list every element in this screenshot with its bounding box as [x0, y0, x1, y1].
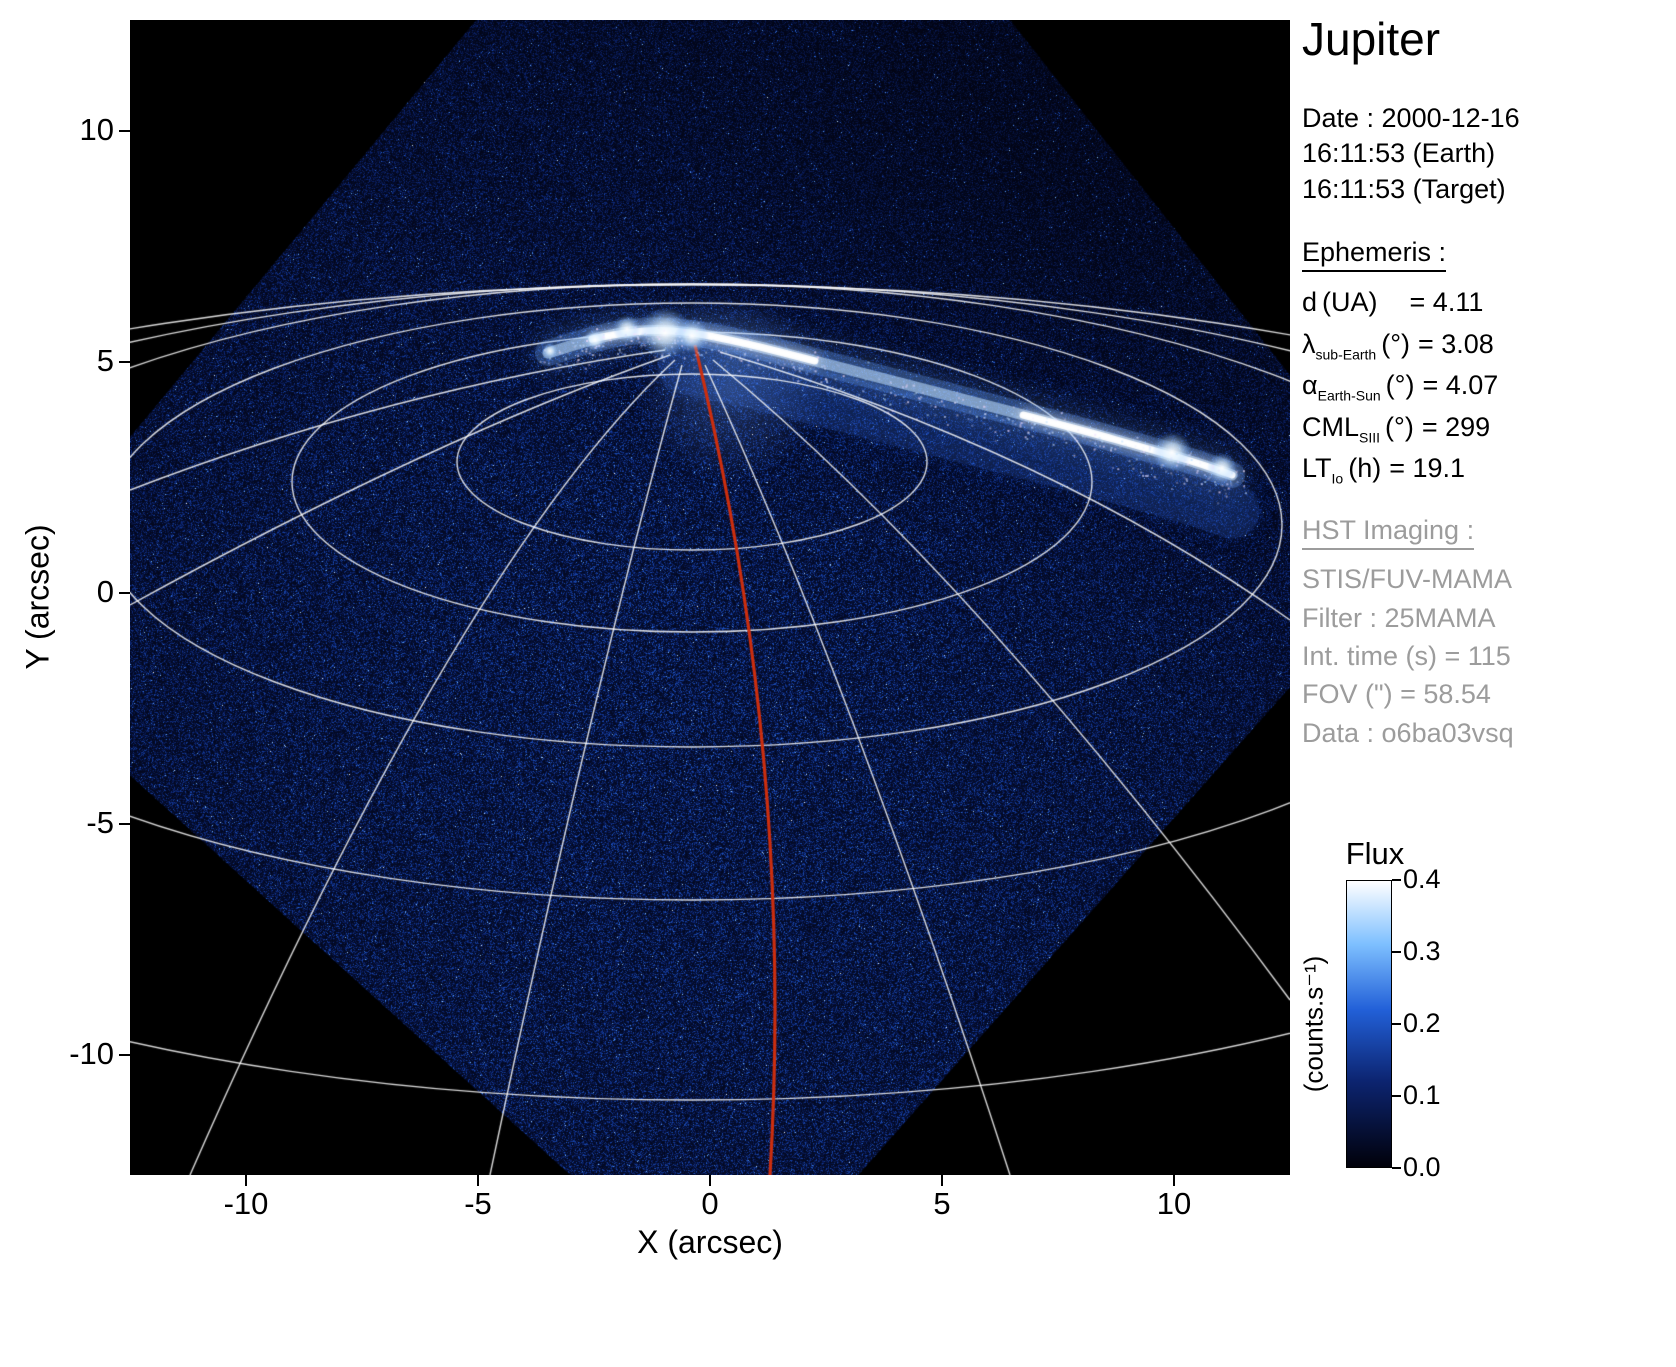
ephemeris-heading: Ephemeris :: [1302, 237, 1446, 272]
x-tick-label: 5: [897, 1186, 987, 1222]
ephemeris-row-io-localtime: LTIo (h) = 19.1: [1302, 448, 1674, 489]
y-tick-mark: [119, 592, 130, 594]
colorbar-tick-mark: [1392, 951, 1401, 953]
colorbar-tick-label: 0.1: [1403, 1080, 1483, 1111]
hst-fov: FOV (") = 58.54: [1302, 675, 1674, 713]
x-axis-label: X (arcsec): [130, 1224, 1290, 1261]
observation-info: Date : 2000-12-16 16:11:53 (Earth) 16:11…: [1302, 101, 1674, 208]
y-tick-label: -10: [22, 1036, 114, 1074]
ephemeris-unit: (°): [1385, 412, 1414, 442]
y-tick-mark: [119, 361, 130, 363]
ephemeris-symbol: CML: [1302, 412, 1359, 442]
y-tick-label: -5: [22, 805, 114, 843]
y-tick-mark: [119, 130, 130, 132]
ephemeris-row-distance: d (UA) = 4.11: [1302, 282, 1674, 323]
colorbar-tick-mark: [1392, 879, 1401, 881]
ephemeris-subscript: Earth-Sun: [1318, 388, 1381, 404]
x-tick-label: -5: [433, 1186, 523, 1222]
colorbar-tick-label: 0.3: [1403, 936, 1483, 967]
hst-imaging-heading: HST Imaging :: [1302, 515, 1474, 550]
hst-data-id: Data : o6ba03vsq: [1302, 714, 1674, 752]
ephemeris-unit: (UA): [1322, 287, 1378, 317]
x-tick-mark: [941, 1175, 943, 1186]
ephemeris-symbol: α: [1302, 370, 1318, 400]
x-tick-mark: [709, 1175, 711, 1186]
colorbar-tick-label: 0.2: [1403, 1008, 1483, 1039]
y-tick-mark: [119, 823, 130, 825]
obs-date: Date : 2000-12-16: [1302, 101, 1674, 137]
ephemeris-value: = 4.11: [1410, 287, 1484, 317]
ephemeris-symbol: LT: [1302, 453, 1332, 483]
ephemeris-symbol: λ: [1302, 329, 1316, 359]
target-name: Jupiter: [1302, 14, 1674, 65]
x-tick-label: 0: [665, 1186, 755, 1222]
colorbar-tick-label: 0.0: [1403, 1152, 1483, 1183]
colorbar-tick-mark: [1392, 1167, 1401, 1169]
obs-time-target: 16:11:53 (Target): [1302, 172, 1674, 208]
ephemeris-subscript: SIII: [1359, 429, 1380, 445]
y-tick-label: 10: [22, 112, 114, 150]
fuv-image-canvas: [130, 20, 1290, 1175]
hst-int-time: Int. time (s) = 115: [1302, 637, 1674, 675]
ephemeris-row-subearth-lat: λsub-Earth (°) = 3.08: [1302, 324, 1674, 365]
colorbar-tick-mark: [1392, 1023, 1401, 1025]
ephemeris-unit: (°): [1381, 329, 1410, 359]
obs-time-earth: 16:11:53 (Earth): [1302, 136, 1674, 172]
x-tick-mark: [1173, 1175, 1175, 1186]
y-tick-label: 0: [22, 574, 114, 612]
ephemeris-subscript: sub-Earth: [1316, 346, 1377, 362]
hst-instrument: STIS/FUV-MAMA: [1302, 560, 1674, 598]
info-panel: Jupiter Date : 2000-12-16 16:11:53 (Eart…: [1302, 14, 1674, 752]
ephemeris-value: = 19.1: [1389, 453, 1465, 483]
ephemeris-unit: (°): [1386, 370, 1415, 400]
hst-jupiter-aurora-figure: X (arcsec) Y (arcsec) Jupiter Date : 200…: [0, 0, 1676, 1367]
y-tick-label: 5: [22, 343, 114, 381]
colorbar-tick-mark: [1392, 1095, 1401, 1097]
hst-imaging-block: STIS/FUV-MAMA Filter : 25MAMA Int. time …: [1302, 560, 1674, 752]
ephemeris-row-phase-angle: αEarth-Sun (°) = 4.07: [1302, 365, 1674, 406]
ephemeris-symbol: d: [1302, 287, 1317, 317]
ephemeris-unit: (h): [1348, 453, 1381, 483]
ephemeris-value: = 3.08: [1418, 329, 1494, 359]
x-tick-label: 10: [1129, 1186, 1219, 1222]
ephemeris-value: = 4.07: [1422, 370, 1498, 400]
x-tick-mark: [245, 1175, 247, 1186]
x-tick-label: -10: [201, 1186, 291, 1222]
colorbar-unit-label: (counts.s⁻¹): [1299, 956, 1330, 1093]
ephemeris-row-cml: CMLSIII (°) = 299: [1302, 407, 1674, 448]
x-tick-mark: [477, 1175, 479, 1186]
hst-filter: Filter : 25MAMA: [1302, 599, 1674, 637]
y-tick-mark: [119, 1054, 130, 1056]
colorbar-tick-label: 0.4: [1403, 864, 1483, 895]
colorbar-gradient: [1346, 880, 1392, 1168]
ephemeris-table: d (UA) = 4.11 λsub-Earth (°) = 3.08 αEarth-S…: [1302, 282, 1674, 489]
ephemeris-subscript: Io: [1332, 470, 1344, 486]
plot-area: [130, 20, 1290, 1175]
ephemeris-value: = 299: [1422, 412, 1490, 442]
